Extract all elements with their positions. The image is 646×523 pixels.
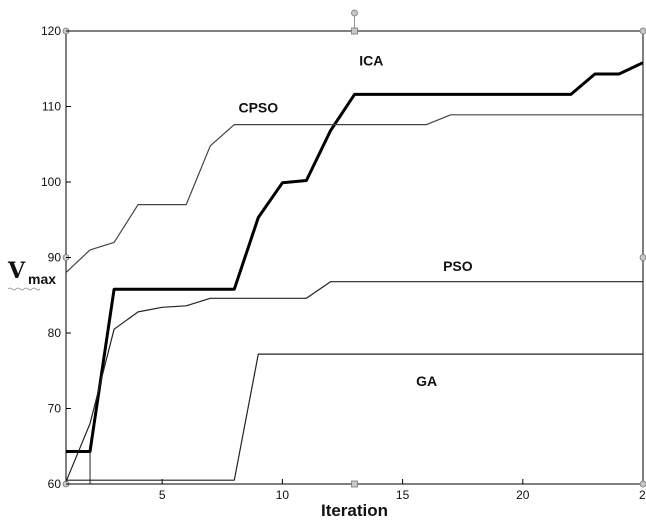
series-label-pso: PSO: [443, 258, 473, 274]
series-label-ga: GA: [416, 373, 437, 389]
y-axis-title: V max: [7, 258, 56, 291]
x-tick-label: 15: [396, 488, 410, 502]
resize-handle[interactable]: [351, 27, 358, 35]
resize-handle[interactable]: [351, 480, 358, 488]
resize-handle[interactable]: [639, 254, 646, 261]
series-label-ica: ICA: [359, 53, 383, 69]
y-tick-label: 80: [48, 326, 62, 340]
resize-handle[interactable]: [639, 480, 646, 488]
selection-handles[interactable]: [62, 9, 646, 488]
resize-handle[interactable]: [639, 27, 646, 35]
y-axis-title-subscript: max: [28, 271, 56, 287]
x-axis: 5 10 15 20 2: [159, 479, 646, 502]
x-tick-label: 10: [276, 488, 290, 502]
x-axis-title: Iteration: [321, 501, 388, 520]
x-tick-label: 2: [639, 488, 646, 502]
spellcheck-underline: [7, 287, 41, 291]
y-axis: 60 70 80 90 100 110 120: [41, 24, 71, 491]
series-line-cpso: [65, 114, 643, 274]
y-tick-label: 120: [41, 24, 61, 38]
x-tick-label: 5: [159, 488, 166, 502]
y-tick-label: 110: [42, 100, 61, 114]
x-tick-label: 20: [516, 488, 530, 502]
series-line-pso: [65, 281, 643, 482]
series-layer: [65, 61, 644, 484]
y-tick-label: 100: [41, 175, 61, 189]
y-axis-title-main: V: [7, 258, 26, 284]
series-line-ga: [66, 353, 643, 481]
series-labels: ICA CPSO PSO GA: [238, 53, 472, 389]
series-label-cpso: CPSO: [238, 100, 278, 116]
y-tick-label: 90: [48, 251, 62, 265]
plot-frame: [65, 30, 644, 485]
y-tick-label: 60: [48, 477, 62, 491]
y-tick-label: 70: [48, 402, 62, 416]
series-line-ica: [66, 61, 644, 453]
rotate-handle[interactable]: [351, 9, 358, 17]
